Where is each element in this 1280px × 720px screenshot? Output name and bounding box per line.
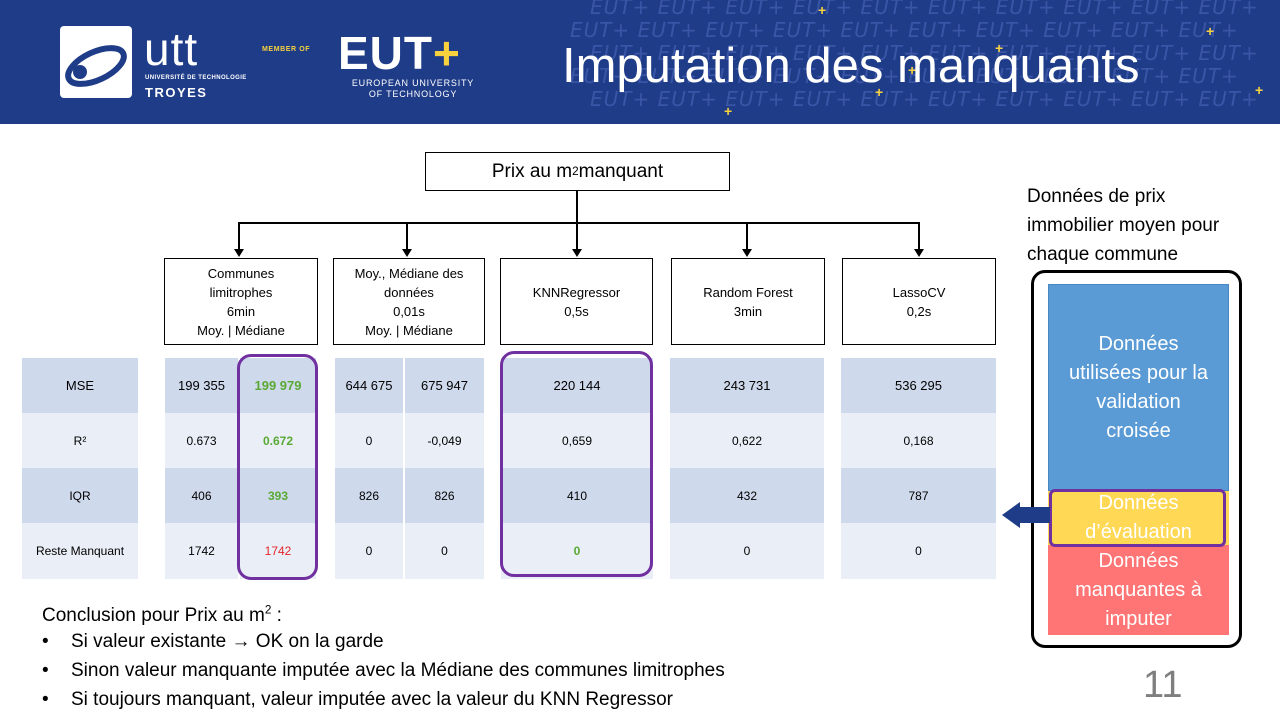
highlight-frame-knn (500, 351, 653, 577)
table-cell: 644 675 (335, 358, 403, 413)
page-number: 11 (1143, 664, 1183, 706)
conclusion-bullet: • Si toujours manquant, valeur imputée av… (42, 689, 673, 710)
conclusion-bullet: • Sinon valeur manquante imputée avec la … (42, 660, 725, 681)
evaluation-highlight-frame (1049, 489, 1226, 547)
table-cell: 0 (335, 523, 403, 579)
utt-logo-text: utt (144, 23, 199, 75)
connector-line (238, 222, 240, 250)
connector-line (918, 222, 920, 250)
eut-subtitle: EUROPEAN UNIVERSITY OF TECHNOLOGY (351, 78, 475, 99)
row-label-iqr: IQR (22, 468, 138, 523)
utt-logo-icon (60, 26, 132, 98)
table-cell: 536 295 (841, 358, 996, 413)
table-cell: 0 (670, 523, 824, 579)
arrow-down-icon (914, 249, 924, 257)
table-cell: 826 (335, 468, 403, 523)
missing-data-block: Données manquantes à imputer (1048, 545, 1229, 635)
table-cell: 0,622 (670, 413, 824, 468)
plus-star-icon: + (995, 40, 1004, 56)
table-cell: 826 (405, 468, 484, 523)
connector-line (576, 222, 578, 250)
connector-line (576, 191, 578, 224)
method-box-lassocv: LassoCV 0,2s (842, 258, 996, 345)
row-label-r2: R² (22, 413, 138, 468)
conclusion-title: Conclusion pour Prix au m2 : (42, 603, 282, 626)
method-box-knn: KNNRegressor 0,5s (500, 258, 653, 345)
table-cell: 410 (501, 468, 653, 523)
table-cell: 675 947 (405, 358, 484, 413)
row-label-reste-manquant: Reste Manquant (22, 523, 138, 579)
table-cell: 0 (335, 413, 403, 468)
row-label-mse: MSE (22, 358, 138, 413)
table-cell-highlight: 393 (240, 468, 316, 523)
arrow-left-icon (1018, 507, 1050, 523)
method-box-donnees: Moy., Médiane des données 0,01s Moy. | M… (333, 258, 485, 345)
arrow-down-icon (402, 249, 412, 257)
evaluation-data-block: Données d’évaluation (1048, 491, 1229, 545)
validation-data-block: Données utilisées pour la validation cro… (1048, 284, 1229, 491)
plus-star-icon: + (818, 2, 827, 18)
connector-line (238, 222, 920, 224)
connector-line (746, 222, 748, 250)
table-cell: 199 355 (165, 358, 238, 413)
arrow-left-icon-head (1002, 502, 1020, 528)
table-cell: 1742 (165, 523, 238, 579)
plus-star-icon: + (1206, 23, 1215, 39)
eut-logo: EUT+ (338, 27, 461, 79)
plus-star-icon: + (875, 84, 884, 100)
table-cell: 0 (841, 523, 996, 579)
conclusion-bullet: • Si valeur existante → OK on la garde (42, 631, 384, 652)
utt-subtitle: UNIVERSITÉ DE TECHNOLOGIE (145, 75, 247, 81)
side-panel-title: Données de prix immobilier moyen pour ch… (1027, 186, 1220, 265)
method-box-random-forest: Random Forest 3min (671, 258, 825, 345)
table-cell: 0.673 (165, 413, 238, 468)
eut-pattern-watermark: EUT+ EUT+ EUT+ EUT+ EUT+ EUT+ EUT+ EUT+ … (570, 0, 1259, 111)
member-of-label: MEMBER OF (262, 46, 311, 53)
method-box-communes: Communes limitrophes 6min Moy. | Médiane (164, 258, 318, 345)
table-cell: 0,659 (501, 413, 653, 468)
arrow-down-icon (572, 249, 582, 257)
plus-star-icon: + (724, 103, 733, 119)
table-cell-highlight: 199 979 (240, 358, 316, 413)
table-cell: 406 (165, 468, 238, 523)
table-cell: 0 (405, 523, 484, 579)
utt-city: TROYES (145, 85, 208, 100)
header-banner: EUT+ EUT+ EUT+ EUT+ EUT+ EUT+ EUT+ EUT+ … (0, 0, 1280, 124)
page-title: Imputation des manquants (562, 39, 1140, 93)
table-cell-highlight: 1742 (240, 523, 316, 579)
dataset-container (1031, 270, 1242, 648)
arrow-down-icon (742, 249, 752, 257)
table-cell: -0,049 (405, 413, 484, 468)
table-cell-highlight: 0 (501, 523, 653, 579)
plus-star-icon: + (1255, 82, 1264, 98)
arrow-down-icon (234, 249, 244, 257)
table-cell: 787 (841, 468, 996, 523)
table-cell: 0,168 (841, 413, 996, 468)
table-cell-highlight: 0.672 (240, 413, 316, 468)
table-cell: 243 731 (670, 358, 824, 413)
plus-star-icon: + (908, 62, 917, 78)
table-cell: 432 (670, 468, 824, 523)
highlight-frame-communes-mediane (237, 354, 318, 580)
connector-line (406, 222, 408, 250)
table-cell: 220 144 (501, 358, 653, 413)
